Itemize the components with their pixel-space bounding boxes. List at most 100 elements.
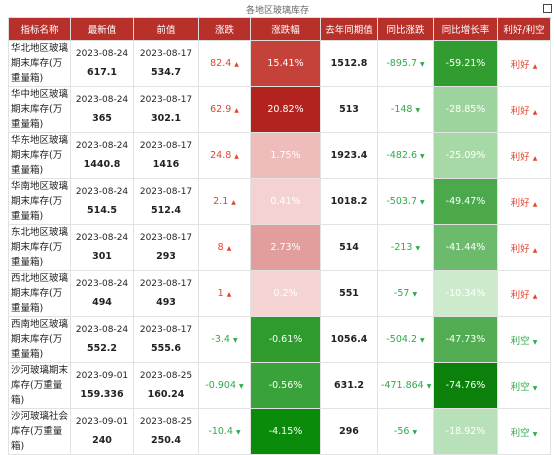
trend-arrow: ▼	[412, 291, 418, 298]
expand-icon[interactable]	[543, 4, 552, 13]
value: -895.7	[386, 58, 417, 69]
value-cell: 2023-09-01 240	[70, 408, 134, 455]
data-table: 指标名称 最新值 前值 涨跌 涨跌幅 去年同期值 同比涨跌 同比增长率 利好/利空 华北地区玻璃…	[8, 17, 551, 455]
value-cell: 2023-08-24 301	[70, 224, 134, 271]
indicator-name: 东北地区玻璃期末库存(万重量箱)	[8, 224, 71, 271]
change-cell: -3.4 ▼	[198, 316, 251, 363]
value: 1	[217, 288, 224, 299]
date: 2023-08-17	[139, 279, 193, 289]
signal: 利好	[510, 289, 530, 301]
yoy-pct-cell: -41.44%	[433, 224, 498, 271]
date: 2023-08-25	[139, 417, 193, 427]
change-pct-cell: 2.73%	[250, 224, 321, 271]
signal: 利好	[510, 151, 530, 163]
change-cell: 24.8 ▲	[198, 132, 251, 179]
change-cell: 2.1 ▲	[198, 178, 251, 225]
value: -471.864	[381, 380, 424, 391]
yoy-change-cell: -56 ▼	[377, 408, 434, 455]
value: 514.5	[86, 205, 118, 216]
indicator-name: 华南地区玻璃期末库存(万重量箱)	[8, 178, 71, 225]
yoy-change-cell: -471.864 ▼	[377, 362, 434, 409]
signal: 利好	[510, 197, 530, 209]
yoy-pct-cell: -47.73%	[433, 316, 498, 363]
trend-arrow: ▲	[231, 199, 236, 206]
indicator-name: 西南地区玻璃期末库存(万重量箱)	[8, 316, 71, 363]
signal-cell: 利好 ▲	[497, 270, 551, 317]
value: 82.4	[210, 58, 232, 69]
date: 2023-08-24	[75, 141, 129, 151]
value-cell: 2023-08-24 552.2	[70, 316, 134, 363]
last-year-cell: 551	[320, 270, 378, 317]
signal-arrow: ▲	[532, 246, 538, 254]
date: 2023-08-24	[75, 233, 129, 243]
value: 302.1	[150, 113, 182, 124]
value: 8	[217, 242, 224, 253]
yoy-pct-cell: -59.21%	[433, 40, 498, 87]
header-cell: 最新值	[70, 17, 134, 41]
signal: 利空	[510, 381, 530, 393]
value-cell: 2023-08-25 250.4	[133, 408, 199, 455]
value: -10.4	[208, 426, 233, 437]
header-cell: 前值	[133, 17, 199, 41]
yoy-pct-cell: -10.34%	[433, 270, 498, 317]
date: 2023-08-24	[75, 187, 129, 197]
signal-arrow: ▼	[532, 384, 538, 392]
date: 2023-08-17	[139, 233, 193, 243]
trend-arrow: ▼	[420, 61, 425, 68]
header-cell: 指标名称	[8, 17, 71, 41]
trend-arrow: ▲	[226, 245, 232, 252]
value-cell: 2023-08-17 512.4	[133, 178, 199, 225]
trend-arrow: ▼	[239, 383, 244, 390]
yoy-change-cell: -482.6 ▼	[377, 132, 434, 179]
value: 293	[156, 251, 176, 262]
last-year-cell: 513	[320, 86, 378, 133]
indicator-name: 华中地区玻璃期末库存(万重量箱)	[8, 86, 71, 133]
date: 2023-08-17	[139, 49, 193, 59]
signal-arrow: ▲	[532, 62, 538, 70]
value: 617.1	[86, 67, 118, 78]
trend-arrow: ▼	[235, 429, 241, 436]
value-cell: 2023-09-01 159.336	[70, 362, 134, 409]
value-cell: 2023-08-17 293	[133, 224, 199, 271]
signal-cell: 利好 ▲	[497, 132, 551, 179]
change-pct-cell: 0.41%	[250, 178, 321, 225]
change-pct-cell: 20.82%	[250, 86, 321, 133]
value: 301	[92, 251, 112, 262]
last-year-cell: 296	[320, 408, 378, 455]
signal: 利好	[510, 243, 530, 255]
signal: 利空	[510, 427, 530, 439]
value-cell: 2023-08-24 1440.8	[70, 132, 134, 179]
value-cell: 2023-08-24 365	[70, 86, 134, 133]
value: -503.7	[386, 196, 417, 207]
value: -504.2	[386, 334, 417, 345]
value: 159.336	[80, 389, 124, 400]
change-cell: -0.904 ▼	[198, 362, 251, 409]
trend-arrow: ▼	[420, 337, 425, 344]
change-pct-cell: 0.2%	[250, 270, 321, 317]
date: 2023-08-17	[139, 325, 193, 335]
indicator-name: 华北地区玻璃期末库存(万重量箱)	[8, 40, 71, 87]
value: 365	[92, 113, 112, 124]
trend-arrow: ▲	[234, 107, 239, 114]
trend-arrow: ▲	[234, 61, 239, 68]
change-pct-cell: 15.41%	[250, 40, 321, 87]
last-year-cell: 1018.2	[320, 178, 378, 225]
signal-arrow: ▼	[532, 430, 538, 438]
trend-arrow: ▼	[412, 429, 418, 436]
trend-arrow: ▼	[415, 107, 421, 114]
change-pct-cell: -4.15%	[250, 408, 321, 455]
date: 2023-08-24	[75, 95, 129, 105]
yoy-change-cell: -895.7 ▼	[377, 40, 434, 87]
change-cell: 1 ▲	[198, 270, 251, 317]
signal-cell: 利空 ▼	[497, 408, 551, 455]
change-cell: 82.4 ▲	[198, 40, 251, 87]
value: 493	[156, 297, 176, 308]
header-cell: 去年同期值	[320, 17, 378, 41]
last-year-cell: 1512.8	[320, 40, 378, 87]
signal-arrow: ▼	[532, 338, 538, 346]
indicator-name: 西北地区玻璃期末库存(万重量箱)	[8, 270, 71, 317]
signal-arrow: ▲	[532, 108, 538, 116]
value: 1440.8	[83, 159, 121, 170]
table-row: 沙河玻璃社会库存(万重量箱) 2023-09-01 240 2023-08-25 250…	[8, 408, 551, 455]
